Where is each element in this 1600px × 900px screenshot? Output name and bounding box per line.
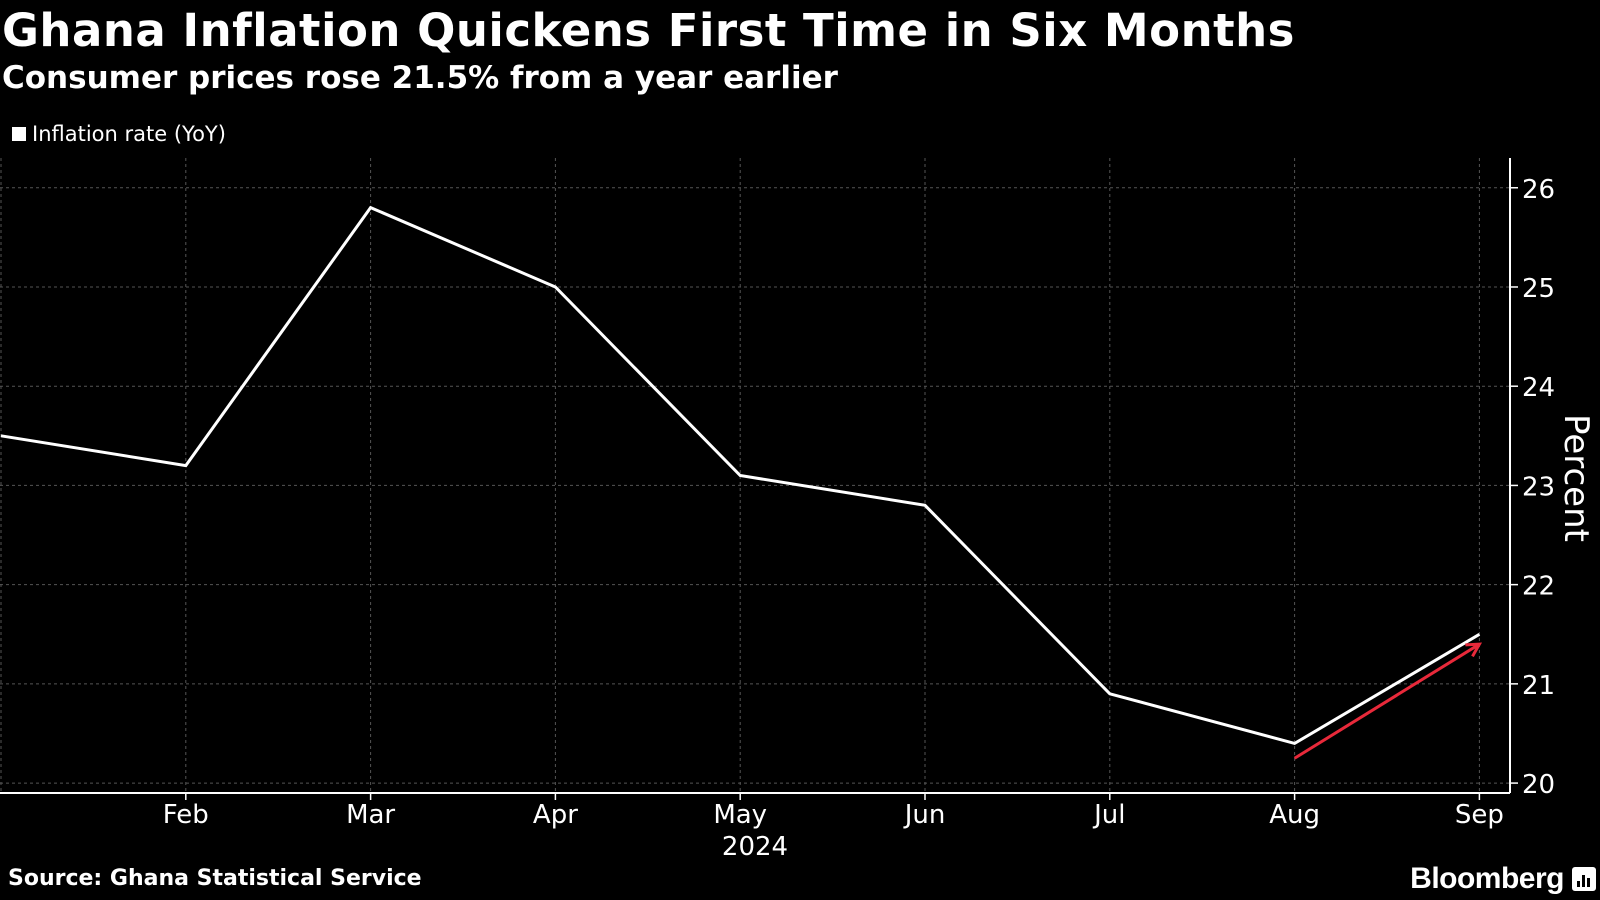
source-note: Source: Ghana Statistical Service	[8, 866, 422, 891]
trend-arrow	[1293, 642, 1483, 760]
y-tick-label: 23	[1522, 472, 1555, 502]
legend: Inflation rate (YoY)	[12, 122, 226, 146]
bloomberg-logo: Bloomberg	[1410, 862, 1596, 896]
x-tick-label: Aug	[1269, 800, 1320, 830]
x-tick-label: Jun	[903, 800, 946, 830]
legend-label: Inflation rate (YoY)	[32, 122, 226, 146]
y-tick-label: 22	[1522, 572, 1555, 602]
x-tick-label: Mar	[346, 800, 395, 830]
x-tick-label: Feb	[163, 800, 209, 830]
y-tick-label: 24	[1522, 373, 1555, 403]
x-tick-label: Apr	[533, 800, 578, 830]
y-tick-label: 26	[1522, 175, 1555, 205]
trend-arrow-head	[1465, 642, 1483, 658]
y-axis-title: Percent	[1556, 414, 1596, 542]
chart-subtitle: Consumer prices rose 21.5% from a year e…	[2, 60, 838, 96]
x-tick-label: Sep	[1455, 800, 1504, 830]
x-year-label: 2024	[722, 832, 788, 862]
trend-arrow-shaft	[1293, 642, 1481, 760]
y-tick-label: 25	[1522, 274, 1555, 304]
y-tick-label: 20	[1522, 770, 1555, 800]
legend-swatch	[12, 127, 26, 141]
x-tick-label: May	[713, 800, 767, 830]
y-tick-label: 21	[1522, 671, 1555, 701]
chart-title: Ghana Inflation Quickens First Time in S…	[2, 4, 1295, 57]
chart-icon	[1572, 867, 1596, 891]
x-tick-label: Jul	[1092, 800, 1125, 830]
brand-name: Bloomberg	[1410, 862, 1564, 895]
